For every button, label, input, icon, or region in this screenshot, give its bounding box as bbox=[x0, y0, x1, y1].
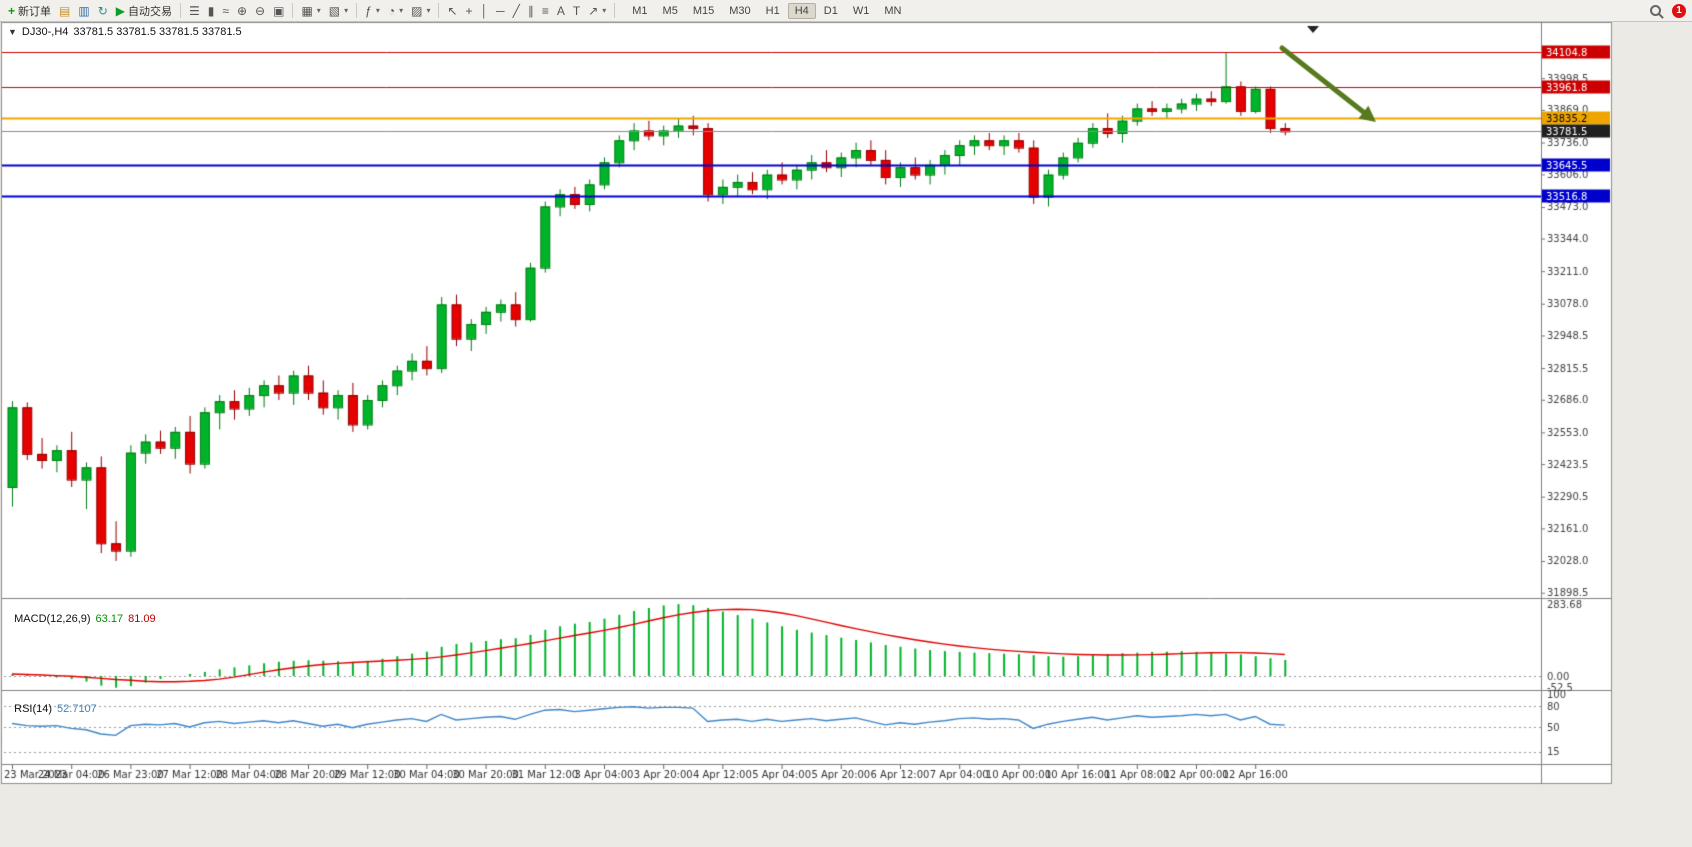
cursor-tool-button[interactable]: ↖ bbox=[443, 4, 461, 18]
crosshair-icon: + bbox=[465, 3, 473, 18]
macd-label: MACD(12,26,9) bbox=[14, 613, 91, 625]
autotrading-button[interactable]: ▶ 自动交易 bbox=[112, 2, 176, 20]
cursor-icon: ↖ bbox=[447, 3, 458, 18]
toolbar-separator bbox=[292, 3, 294, 18]
new-order-button[interactable]: + 新订单 bbox=[4, 2, 55, 20]
text-icon: A bbox=[556, 3, 565, 18]
data-window-button[interactable]: ▥ bbox=[74, 4, 93, 18]
timeframe-w1[interactable]: W1 bbox=[852, 4, 870, 17]
profiles-button[interactable]: ▧ ▾ bbox=[325, 4, 352, 18]
search-icon bbox=[1650, 5, 1661, 16]
refresh-icon: ↻ bbox=[97, 3, 108, 18]
vertical-line-icon: │ bbox=[480, 3, 489, 18]
timeframe-mn[interactable]: MN bbox=[884, 4, 902, 17]
channel-icon: ∥ bbox=[527, 3, 534, 18]
line-chart-button[interactable]: ≈ bbox=[218, 4, 233, 18]
timeframe-d1[interactable]: D1 bbox=[823, 4, 838, 17]
zoom-in-icon: ⊕ bbox=[236, 3, 248, 18]
indicators-icon: ƒ bbox=[365, 3, 372, 18]
toolbar-separator bbox=[356, 3, 358, 18]
timeframe-m15[interactable]: M15 bbox=[692, 4, 715, 17]
chevron-down-icon: ▾ bbox=[426, 6, 431, 15]
timeframe-h1[interactable]: H1 bbox=[765, 4, 780, 17]
autotrading-label: 自动交易 bbox=[128, 5, 172, 18]
candlestick-chart-icon: ▮ bbox=[207, 3, 215, 18]
rsi-label: RSI(14) bbox=[14, 703, 53, 715]
chevron-down-icon: ▾ bbox=[375, 6, 380, 15]
templates-icon: ▨ bbox=[411, 3, 423, 18]
chart-symbol-period: DJ30-,H4 bbox=[21, 26, 69, 38]
chevron-down-icon: ▾ bbox=[344, 6, 349, 15]
text-label-icon: T bbox=[572, 3, 581, 18]
macd-signal-value: 81.09 bbox=[128, 613, 156, 625]
arrow-shapes-icon: ↗ bbox=[588, 3, 599, 18]
zoom-out-icon: ⊖ bbox=[255, 3, 266, 18]
text-tool-button[interactable]: A bbox=[553, 4, 569, 18]
collapse-chart-icon[interactable]: ▼ bbox=[8, 27, 17, 37]
indicators-button[interactable]: ƒ ▾ bbox=[361, 4, 384, 18]
autotrading-play-icon: ▶ bbox=[115, 3, 125, 18]
vertical-line-tool-button[interactable]: │ bbox=[477, 4, 493, 18]
fibonacci-icon: ≡ bbox=[541, 3, 549, 18]
zoom-out-button[interactable]: ⊖ bbox=[251, 4, 269, 18]
chevron-down-icon: ▾ bbox=[602, 6, 607, 15]
macd-main-value: 63.17 bbox=[95, 613, 124, 625]
crosshair-tool-button[interactable]: + bbox=[462, 4, 477, 18]
bar-chart-icon: ☰ bbox=[189, 3, 200, 18]
rsi-indicator-header: RSI(14) 52.7107 bbox=[8, 691, 97, 715]
toolbar-separator bbox=[438, 3, 440, 18]
notification-badge[interactable]: 1 bbox=[1672, 3, 1686, 18]
tile-windows-icon: ▣ bbox=[273, 3, 285, 18]
timeframe-m30[interactable]: M30 bbox=[729, 4, 751, 17]
chart-canvas[interactable] bbox=[0, 22, 1692, 847]
macd-indicator-header: MACD(12,26,9) 63.17 81.09 bbox=[8, 601, 156, 625]
trendline-icon: ╱ bbox=[512, 3, 520, 18]
toolbar-separator bbox=[180, 3, 181, 18]
periods-button[interactable]: ◔ ▾ bbox=[384, 4, 407, 18]
chart-ohlc-values: 33781.5 33781.5 33781.5 33781.5 bbox=[73, 26, 242, 38]
tile-windows-button[interactable]: ▣ bbox=[269, 4, 288, 18]
timeframe-h4[interactable]: H4 bbox=[787, 2, 816, 19]
rsi-value: 52.7107 bbox=[57, 703, 97, 715]
toolbar-separator bbox=[614, 3, 616, 18]
data-window-icon: ▥ bbox=[78, 3, 90, 18]
profiles-icon: ▧ bbox=[328, 3, 341, 18]
new-order-label: 新订单 bbox=[18, 5, 52, 18]
text-label-tool-button[interactable]: T bbox=[569, 4, 584, 18]
templates-button[interactable]: ▨ ▾ bbox=[407, 4, 434, 18]
bar-chart-button[interactable]: ☰ bbox=[185, 4, 204, 18]
market-watch-button[interactable]: ▤ bbox=[55, 4, 74, 18]
channel-tool-button[interactable]: ∥ bbox=[524, 4, 538, 18]
new-chart-icon: ▦ bbox=[301, 3, 313, 18]
shapes-tool-button[interactable]: ↗ ▾ bbox=[584, 4, 610, 18]
chevron-down-icon: ▾ bbox=[316, 6, 321, 15]
chevron-down-icon: ▾ bbox=[399, 6, 404, 15]
horizontal-line-tool-button[interactable]: ─ bbox=[492, 4, 509, 18]
fibonacci-tool-button[interactable]: ≡ bbox=[538, 4, 553, 18]
timeframe-m1[interactable]: M1 bbox=[632, 4, 648, 17]
trendline-tool-button[interactable]: ╱ bbox=[509, 4, 524, 18]
market-watch-icon: ▤ bbox=[59, 3, 71, 18]
line-chart-icon: ≈ bbox=[222, 3, 229, 18]
new-chart-button[interactable]: ▦ ▾ bbox=[297, 4, 324, 18]
zoom-in-button[interactable]: ⊕ bbox=[233, 4, 251, 18]
toolbar: + 新订单 ▤ ▥ ↻ ▶ 自动交易 ☰ ▮ ≈ ⊕ ⊖ ▣ ▦ ▾ ▧ ▾ ƒ ▾ … bbox=[0, 0, 1692, 22]
chart-header: ▼ DJ30-,H4 33781.5 33781.5 33781.5 33781… bbox=[8, 26, 242, 38]
navigator-button[interactable]: ↻ bbox=[94, 4, 112, 18]
new-order-icon: + bbox=[8, 3, 16, 18]
horizontal-line-icon: ─ bbox=[496, 3, 505, 18]
timeframe-m5[interactable]: M5 bbox=[662, 4, 678, 17]
timeframe-bar: M1 M5 M15 M30 H1 H4 D1 W1 MN bbox=[625, 2, 908, 19]
search-button[interactable] bbox=[1646, 4, 1670, 17]
candlestick-chart-button[interactable]: ▮ bbox=[204, 4, 219, 18]
clock-icon: ◔ bbox=[387, 3, 396, 18]
